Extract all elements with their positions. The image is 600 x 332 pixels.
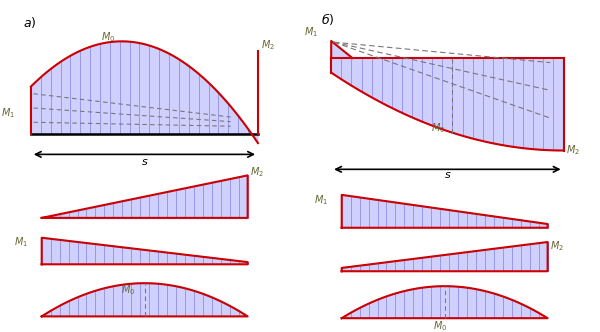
Text: $M_0$: $M_0$ [101, 30, 115, 44]
Text: $M_0$: $M_0$ [121, 283, 136, 297]
Polygon shape [31, 42, 258, 143]
Polygon shape [331, 58, 563, 150]
Text: $M_2$: $M_2$ [566, 144, 580, 157]
Text: $M_2$: $M_2$ [250, 165, 264, 179]
Text: $s$: $s$ [140, 157, 148, 167]
Text: $M_1$: $M_1$ [1, 106, 16, 120]
Text: $M_2$: $M_2$ [550, 239, 564, 253]
Polygon shape [342, 195, 548, 228]
Text: $M_1$: $M_1$ [314, 193, 328, 207]
Polygon shape [42, 238, 248, 264]
Text: $M_1$: $M_1$ [14, 235, 28, 249]
Text: $а)$: $а)$ [23, 15, 37, 30]
Text: $M_2$: $M_2$ [260, 39, 274, 52]
Polygon shape [342, 286, 548, 318]
Polygon shape [42, 175, 248, 218]
Polygon shape [342, 242, 548, 271]
Text: $s$: $s$ [443, 170, 451, 180]
Text: $M_0$: $M_0$ [433, 319, 447, 332]
Polygon shape [331, 41, 352, 58]
Text: $M_1$: $M_1$ [304, 25, 318, 39]
Text: $M_0$: $M_0$ [431, 121, 445, 135]
Polygon shape [42, 283, 248, 316]
Text: $б)$: $б)$ [320, 11, 334, 27]
